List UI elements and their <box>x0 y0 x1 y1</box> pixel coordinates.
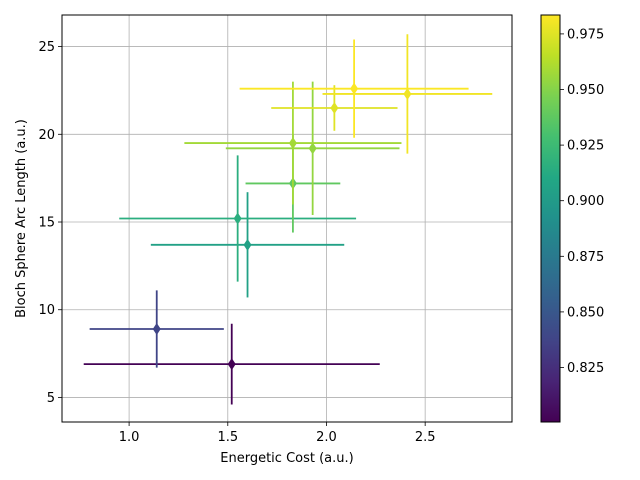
colorbar-tick-label: 0.950 <box>567 83 604 98</box>
colorbar <box>540 14 561 423</box>
x-axis-ticks: 1.0 1.5 2.0 2.5 <box>119 422 436 445</box>
diamond-marker <box>308 142 317 155</box>
error-bar-point <box>239 39 469 138</box>
diamond-marker <box>152 323 161 336</box>
diamond-marker <box>288 137 297 150</box>
diamond-marker <box>233 212 242 225</box>
grid <box>62 15 512 422</box>
error-bar-point <box>89 290 224 368</box>
y-tick-label: 25 <box>38 40 55 55</box>
data-points <box>83 34 493 405</box>
y-tick-label: 20 <box>38 128 55 143</box>
colorbar-tick-label: 0.850 <box>567 305 604 320</box>
error-bar-point <box>150 192 345 298</box>
colorbar-ticks: 0.825 0.850 0.875 0.900 0.925 0.950 0.975 <box>560 27 604 376</box>
x-tick-label: 2.0 <box>316 430 337 445</box>
y-tick-label: 10 <box>38 303 55 318</box>
error-bar-point <box>184 81 402 205</box>
diamond-marker <box>330 101 339 114</box>
error-bar-point <box>322 34 493 154</box>
x-axis-label: Energetic Cost (a.u.) <box>220 451 353 466</box>
colorbar-tick-label: 0.875 <box>567 250 604 265</box>
error-bar-point <box>83 323 380 405</box>
colorbar-tick-label: 0.825 <box>567 361 604 376</box>
diamond-marker <box>243 238 252 251</box>
colorbar-tick-label: 0.900 <box>567 194 604 209</box>
diamond-marker <box>350 82 359 95</box>
x-tick-label: 1.0 <box>119 430 140 445</box>
x-tick-label: 2.5 <box>415 430 436 445</box>
colorbar-tick-label: 0.975 <box>567 27 604 42</box>
error-bar-point <box>119 155 357 282</box>
y-tick-label: 5 <box>47 391 55 406</box>
diamond-marker <box>403 87 412 100</box>
diamond-marker <box>227 358 236 371</box>
y-axis-label: Bloch Sphere Arc Length (a.u.) <box>14 119 29 318</box>
y-axis-ticks: 5 10 15 20 25 <box>38 40 62 406</box>
plot-frame <box>61 14 513 423</box>
x-tick-label: 1.5 <box>217 430 238 445</box>
colorbar-tick-label: 0.925 <box>567 139 604 154</box>
y-tick-label: 15 <box>38 216 55 231</box>
error-bar-point <box>271 85 398 131</box>
error-bar-point <box>225 81 400 215</box>
